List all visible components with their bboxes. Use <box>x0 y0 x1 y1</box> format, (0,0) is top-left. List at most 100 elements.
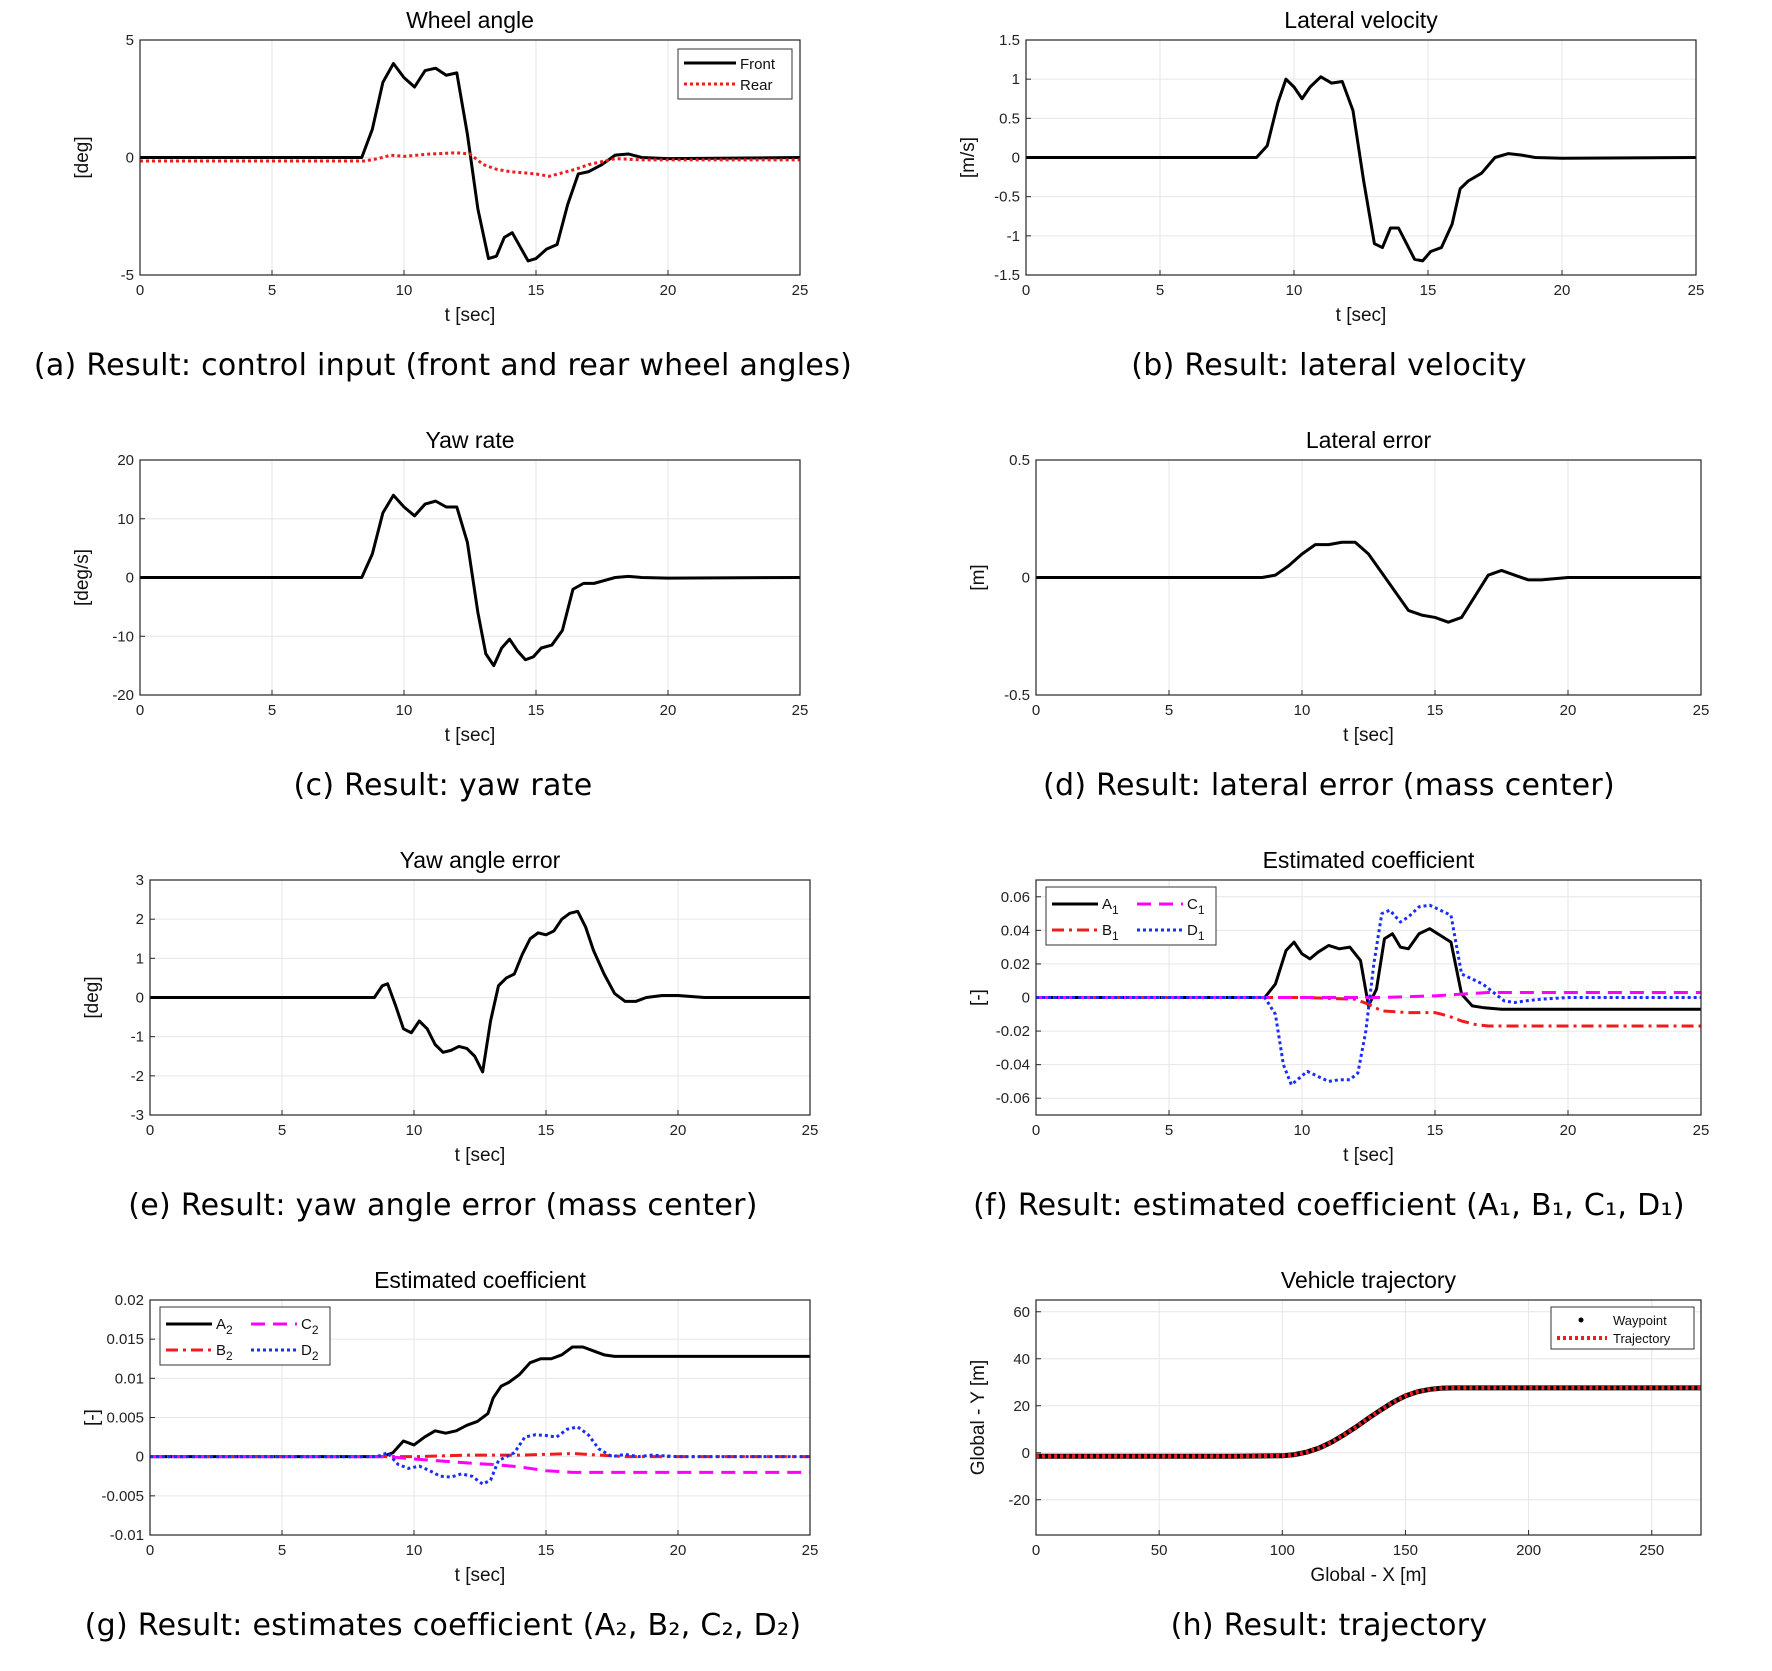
caption-c: (c) Result: yaw rate <box>293 768 593 803</box>
axes-frame <box>1035 1299 1702 1536</box>
chart-title: Yaw angle error <box>400 847 561 873</box>
y-tick-label: 20 <box>117 452 134 469</box>
y-tick-label: 1 <box>1012 71 1020 88</box>
y-tick-label: 10 <box>117 511 134 528</box>
x-tick-label: 20 <box>670 1122 687 1139</box>
series-c1 <box>1036 990 1701 999</box>
y-tick-label: 0 <box>1022 570 1030 587</box>
y-tick-label: -5 <box>121 267 134 284</box>
y-tick-label: 1 <box>136 950 144 967</box>
series-line <box>1036 990 1701 999</box>
axes-frame <box>1035 879 1702 1116</box>
chart-title: Wheel angle <box>406 7 534 33</box>
y-tick-label: -1 <box>131 1029 144 1046</box>
caption-a: (a) Result: control input (front and rea… <box>33 348 853 383</box>
series-line <box>1026 75 1696 263</box>
legend-label: Waypoint <box>1613 1313 1667 1328</box>
x-axis-label: t [sec] <box>455 1145 506 1166</box>
x-tick-label: 15 <box>538 1542 555 1559</box>
series-line <box>140 62 800 263</box>
chart-g: Estimated coefficient 0 5 10 15 20 25 -0.01 -0.0… <box>82 1267 818 1586</box>
y-tick-label: -0.5 <box>1004 687 1030 704</box>
y-tick-label: -1.5 <box>994 267 1020 284</box>
y-tick-label: -20 <box>112 687 134 704</box>
x-axis-label: t [sec] <box>445 725 496 746</box>
y-tick-label: -0.04 <box>996 1057 1030 1074</box>
x-tick-label: 5 <box>1156 282 1164 299</box>
chart-f: Estimated coefficient 0 5 10 15 20 25 -0.06 -0.0… <box>968 847 1709 1166</box>
y-tick-label: -2 <box>131 1068 144 1085</box>
series-c2 <box>150 1455 810 1474</box>
x-tick-label: 0 <box>146 1122 154 1139</box>
x-tick-label: 10 <box>396 702 413 719</box>
x-tick-label: 250 <box>1639 1542 1664 1559</box>
panel-c: Yaw rate 0 5 10 15 20 25 -20 -10 0 10 20 t [sec] [deg… <box>0 420 886 831</box>
x-tick-label: 10 <box>406 1542 423 1559</box>
y-tick-label: 60 <box>1013 1304 1030 1321</box>
x-tick-label: 10 <box>1294 702 1311 719</box>
y-tick-label: -3 <box>131 1107 144 1124</box>
legend: Waypoint Trajectory <box>1550 1306 1695 1350</box>
panel-d: Lateral error 0 5 10 15 20 25 -0.5 0 0.5 t [sec] [m… <box>886 420 1772 831</box>
axes-frame <box>1025 39 1697 276</box>
y-tick-label: 0.02 <box>115 1292 144 1309</box>
caption-g: (g) Result: estimates coefficient (A₂, B… <box>84 1608 802 1643</box>
x-tick-label: 5 <box>1165 702 1173 719</box>
series-d2 <box>150 1425 810 1486</box>
x-tick-label: 0 <box>1032 702 1040 719</box>
axes-frame <box>149 1299 811 1536</box>
x-tick-label: 20 <box>1560 1122 1577 1139</box>
x-tick-label: 20 <box>1560 702 1577 719</box>
x-tick-label: 25 <box>1693 702 1710 719</box>
caption-d: (d) Result: lateral error (mass center) <box>1042 768 1616 803</box>
series-line <box>140 151 800 178</box>
series-front <box>140 62 800 263</box>
y-tick-label: 0.5 <box>999 110 1020 127</box>
x-tick-label: 0 <box>136 702 144 719</box>
legend-swatch <box>1578 1317 1584 1323</box>
x-tick-label: 150 <box>1393 1542 1418 1559</box>
series-a2 <box>150 1345 810 1459</box>
chart-h: Vehicle trajectory 0 50 100 150 200 250 -20 0 20 4… <box>968 1267 1702 1586</box>
x-tick-label: 0 <box>1032 1542 1040 1559</box>
series-waypoint <box>1036 1385 1701 1459</box>
series-e <box>1036 540 1701 624</box>
y-tick-label: -20 <box>1008 1492 1030 1509</box>
x-tick-label: 10 <box>1294 1122 1311 1139</box>
series-r <box>140 493 800 668</box>
y-axis-label: [m] <box>968 564 989 590</box>
series-line <box>1036 540 1701 624</box>
x-axis-label: t [sec] <box>1343 725 1394 746</box>
y-tick-label: 0.5 <box>1009 452 1030 469</box>
x-tick-label: 20 <box>660 282 677 299</box>
y-tick-label: 2 <box>136 911 144 928</box>
panel-e: Yaw angle error 0 5 10 15 20 25 -3 -2 -1 0 1 2 3 t [se… <box>0 840 886 1251</box>
y-tick-label: -0.06 <box>996 1090 1030 1107</box>
y-tick-label: 3 <box>136 872 144 889</box>
y-tick-label: 0.015 <box>106 1331 144 1348</box>
x-tick-label: 5 <box>1165 1122 1173 1139</box>
chart-title: Estimated coefficient <box>374 1267 586 1293</box>
y-tick-label: -0.5 <box>994 189 1020 206</box>
series-line <box>150 1425 810 1486</box>
y-axis-label: [m/s] <box>958 137 979 178</box>
x-tick-label: 5 <box>268 702 276 719</box>
series-line <box>140 493 800 668</box>
x-tick-label: 5 <box>278 1542 286 1559</box>
chart-e: Yaw angle error 0 5 10 15 20 25 -3 -2 -1 0 1 2 3 t [se… <box>82 847 818 1166</box>
panel-b: Lateral velocity 0 5 10 15 20 25 -1.5 -1 -0.5 0 0.5… <box>886 0 1772 411</box>
panel-a: Wheel angle 0 5 10 15 20 25 -5 0 5 t [sec] [deg] Fro… <box>0 0 886 411</box>
y-tick-label: 0.06 <box>1001 889 1030 906</box>
panel-f: Estimated coefficient 0 5 10 15 20 25 -0.06 -0.0… <box>886 840 1772 1251</box>
y-tick-label: -1 <box>1007 228 1020 245</box>
series-line <box>150 909 810 1074</box>
chart-title: Yaw rate <box>425 427 514 453</box>
x-tick-label: 15 <box>528 282 545 299</box>
y-tick-label: -0.005 <box>101 1488 144 1505</box>
series-b1 <box>1036 996 1701 1028</box>
axes-frame <box>1035 459 1702 696</box>
x-tick-label: 100 <box>1270 1542 1295 1559</box>
x-tick-label: 5 <box>268 282 276 299</box>
